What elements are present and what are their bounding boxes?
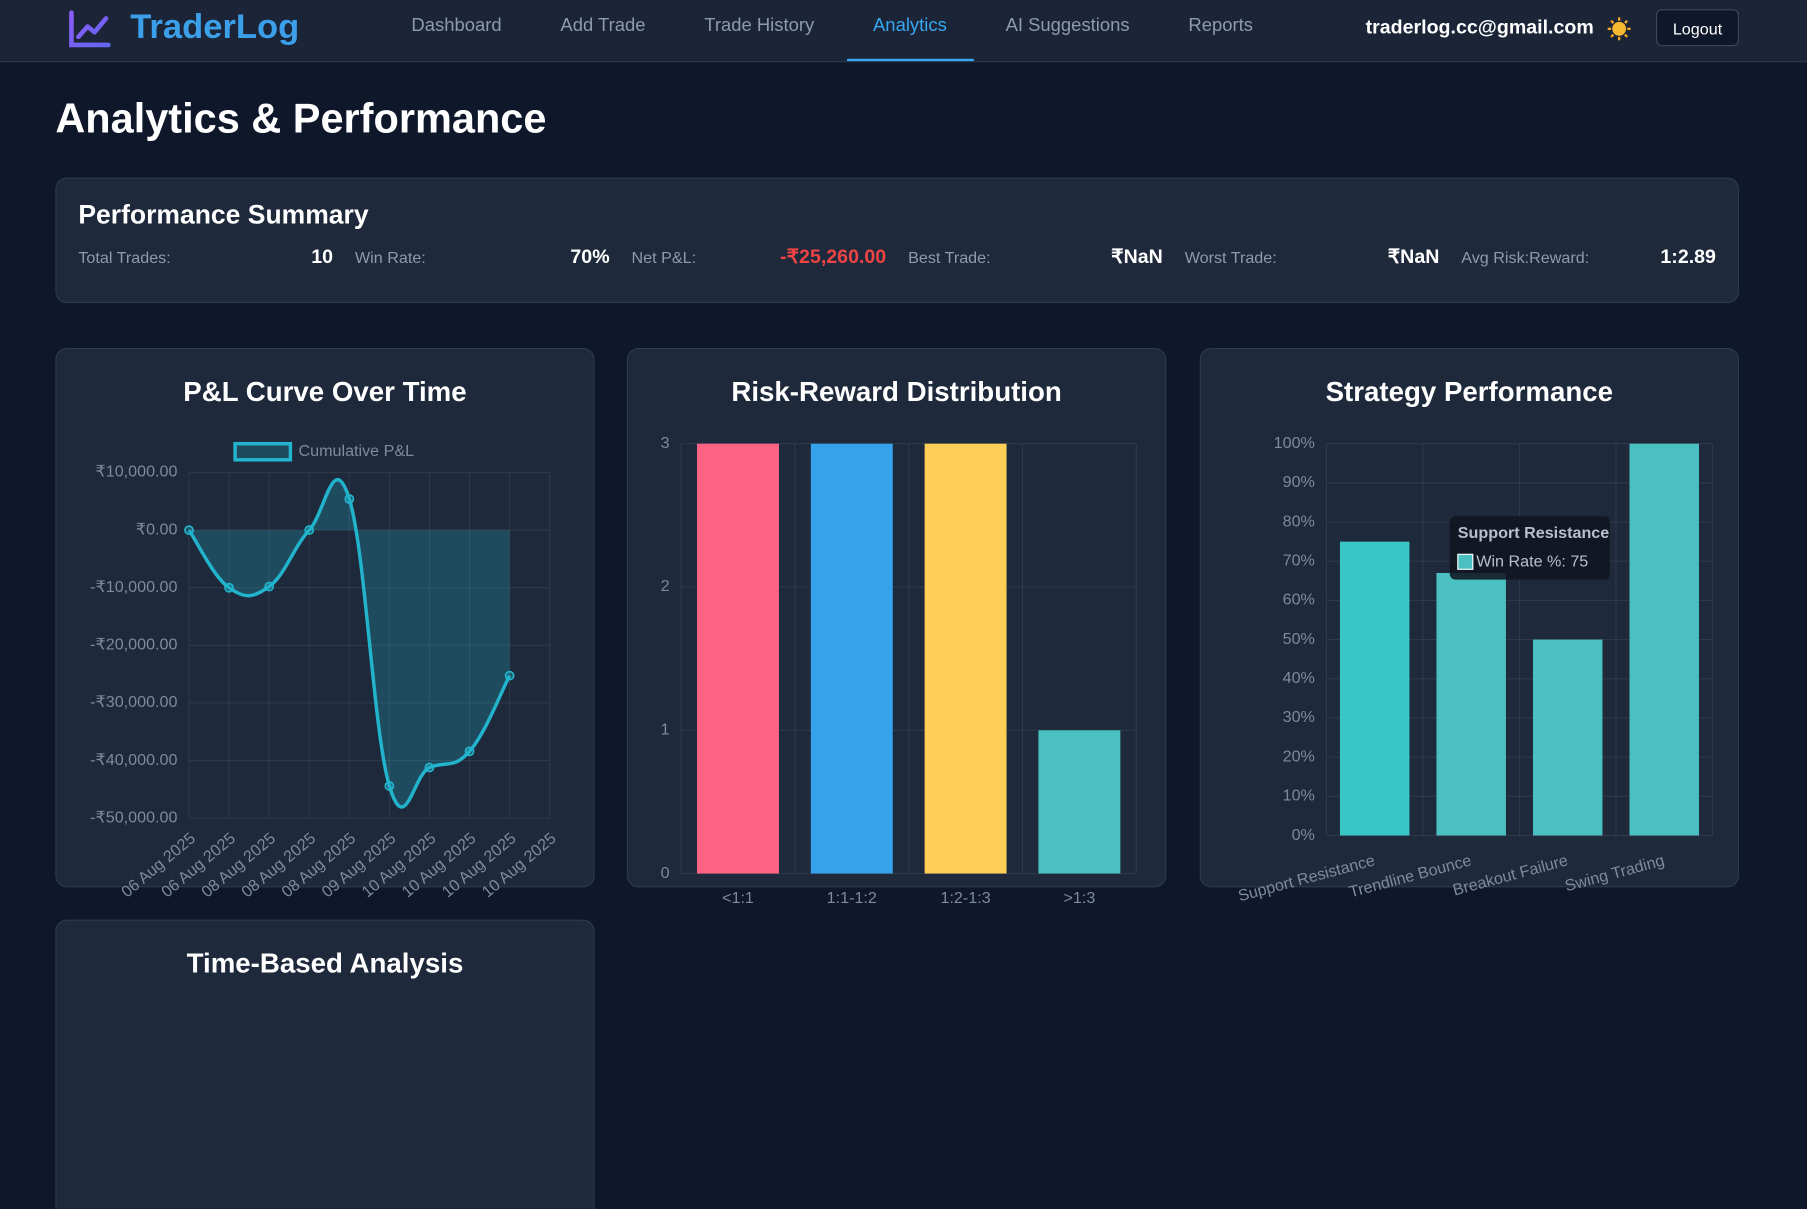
stat-label: Win Rate: [354, 247, 426, 267]
y-tick-label: 100% [1274, 434, 1315, 452]
stat: Win Rate: 70% [355, 244, 610, 269]
user-email: traderlog.cc@gmail.com [1365, 16, 1594, 39]
nav-link[interactable]: Trade History [704, 16, 815, 36]
chart-card: P&L Curve Over Time -₹50,000.00 -₹40,000.… [55, 348, 595, 901]
y-tick-label: 2 [661, 577, 670, 595]
stat-label: Total Trades: [78, 247, 171, 267]
point [464, 746, 475, 757]
y-tick-label: 30% [1283, 708, 1315, 726]
y-tick-label: -₹40,000.00 [90, 751, 177, 769]
brand[interactable]: TraderLog [130, 8, 300, 47]
area [188, 479, 510, 807]
point [384, 781, 395, 791]
page-title: Analytics & Performance [55, 94, 547, 142]
point [224, 582, 234, 593]
stat-value: -₹25,260.00 [780, 245, 887, 268]
x-tick-label: <1:1 [722, 889, 754, 907]
stat-label: Best Trade: [908, 247, 991, 267]
y-tick-label: 3 [661, 434, 670, 452]
stat-value: 1:2.89 [1660, 245, 1716, 268]
chart-title: Risk-Reward Distribution [731, 376, 1062, 408]
stat-label: Net P&L: [631, 247, 697, 267]
x-tick-label: Swing Trading [1563, 851, 1666, 895]
chart-title: Strategy Performance [1325, 376, 1614, 408]
nav-link[interactable]: Dashboard [411, 16, 502, 36]
y-tick-label: 80% [1283, 512, 1315, 530]
y-tick-label: 0 [661, 864, 670, 882]
y-tick-label: 60% [1283, 591, 1315, 609]
bar [1532, 639, 1603, 836]
x-tick-label: 1:2-1:3 [940, 889, 990, 907]
nav-link[interactable]: Add Trade [560, 16, 646, 36]
theme-toggle[interactable] [1607, 17, 1631, 41]
point [264, 581, 275, 592]
stat: Net P&L: -₹25,260.00 [632, 244, 887, 269]
summary-title: Performance Summary [78, 199, 369, 230]
stat-label: Worst Trade: [1184, 247, 1277, 267]
logo-icon [69, 10, 111, 48]
legend-label: Cumulative P&L [298, 442, 414, 460]
stat-value: 10 [311, 245, 334, 268]
bar [1629, 443, 1699, 836]
bar [924, 443, 1007, 874]
point [504, 670, 515, 681]
chart: -₹50,000.00 -₹40,000.00 -₹30,000.00 -₹20,00… [90, 441, 560, 901]
point [304, 525, 315, 536]
y-tick-label: 10% [1283, 787, 1315, 805]
bar [810, 443, 893, 874]
navbar: TraderLog Dashboard Add Trade Trade Histor… [0, 0, 1807, 63]
stat-value: 70% [570, 245, 610, 268]
nav-link[interactable]: Reports [1188, 16, 1253, 36]
y-tick-label: -₹10,000.00 [90, 578, 177, 596]
y-tick-label: 1 [661, 721, 670, 739]
summary-stats: Total Trades: 10 Win Rate: 70% Net P&L: -₹25,… [78, 244, 1716, 269]
bar [1038, 730, 1121, 874]
y-tick-label: 20% [1283, 747, 1315, 765]
logout-button[interactable]: Logout [1656, 9, 1740, 47]
chart-title: P&L Curve Over Time [183, 376, 467, 408]
chart-card: Time-Based Analysis [55, 919, 595, 1209]
chart: 0 1 2 3 <1:1 1:1-1:2 1:2-1:3 >1:3 [661, 434, 1137, 907]
y-tick-label: -₹30,000.00 [90, 693, 177, 711]
point [424, 762, 435, 773]
stat: Best Trade: ₹NaN [908, 244, 1163, 269]
point [344, 494, 355, 504]
bar [1339, 541, 1410, 836]
point [184, 525, 194, 536]
bar [1436, 572, 1506, 836]
stat-value: ₹NaN [1111, 245, 1163, 268]
chart-title: Time-Based Analysis [186, 948, 464, 980]
chart-card: Strategy Performance 0% 10% 20% 30% 40% 50% 60… [1199, 348, 1740, 905]
nav-link[interactable]: Analytics [846, 0, 974, 62]
summary-card: Performance Summary Total Trades: 10 Win R… [55, 177, 1740, 304]
stat: Total Trades: 10 [78, 244, 333, 269]
tooltip-swatch [1457, 553, 1474, 570]
y-tick-label: 50% [1283, 630, 1315, 648]
stat: Worst Trade: ₹NaN [1185, 244, 1440, 269]
stat-value: ₹NaN [1387, 245, 1440, 268]
stat-label: Avg Risk:Reward: [1461, 247, 1590, 267]
line [187, 478, 512, 809]
chart-card: Risk-Reward Distribution 0 1 2 3 <1:1 1:1-1:2… [626, 348, 1167, 907]
y-tick-label: -₹50,000.00 [90, 808, 177, 826]
x-tick-label: 1:1-1:2 [827, 889, 877, 907]
tooltip-title: Support Resistance [1458, 524, 1609, 542]
y-tick-label: 90% [1283, 473, 1315, 491]
legend-swatch [233, 441, 293, 462]
y-tick-label: ₹0.00 [136, 520, 178, 538]
y-tick-label: 0% [1292, 826, 1315, 844]
stat: Avg Risk:Reward: 1:2.89 [1461, 244, 1716, 269]
y-tick-label: -₹20,000.00 [90, 636, 177, 654]
x-tick-label: >1:3 [1063, 889, 1095, 907]
bar [697, 443, 779, 874]
chart: 0% 10% 20% 30% 40% 50% 60% 70% 80% 90% 100% Support… [1236, 434, 1714, 905]
tooltip-box [1449, 516, 1610, 580]
tooltip-text: Win Rate %: 75 [1476, 553, 1588, 571]
y-tick-label: 70% [1283, 551, 1315, 569]
nav-links: Dashboard Add Trade Trade History Analytics… [385, 0, 1280, 62]
nav-link[interactable]: AI Suggestions [1005, 16, 1130, 36]
y-tick-label: ₹10,000.00 [95, 463, 177, 481]
y-tick-label: 40% [1283, 669, 1315, 687]
